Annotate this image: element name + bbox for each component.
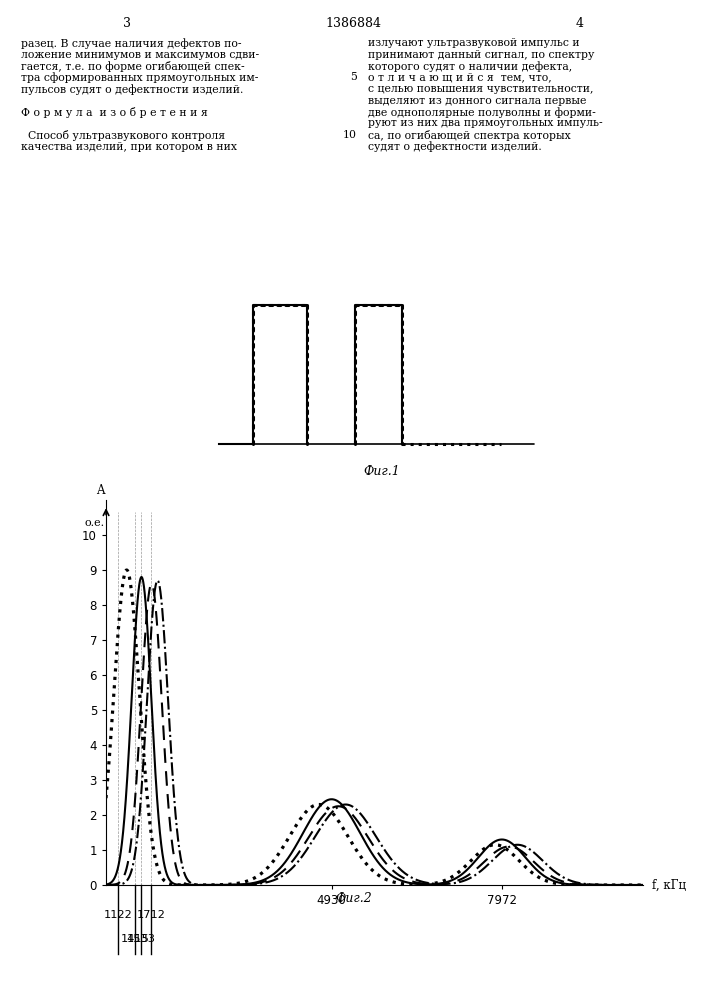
Text: 10: 10 [343,130,357,140]
Text: 1122: 1122 [104,910,133,920]
Text: разец. В случае наличия дефектов по-: разец. В случае наличия дефектов по- [21,38,242,49]
Text: 1712: 1712 [137,910,166,920]
Text: гается, т.е. по форме огибающей спек-: гается, т.е. по форме огибающей спек- [21,61,245,72]
Text: 3: 3 [123,17,132,30]
Text: са, по огибающей спектра которых: са, по огибающей спектра которых [368,130,571,141]
Text: принимают данный сигнал, по спектру: принимают данный сигнал, по спектру [368,49,594,60]
Text: 4: 4 [575,17,584,30]
Text: Фиг.2: Фиг.2 [335,892,372,905]
Text: тра сформированных прямоугольных им-: тра сформированных прямоугольных им- [21,73,259,83]
Text: пульсов судят о дефектности изделий.: пульсов судят о дефектности изделий. [21,84,244,95]
Text: Фиг.1: Фиг.1 [363,465,400,478]
Text: Способ ультразвукового контроля: Способ ультразвукового контроля [21,130,226,141]
Text: Ф о р м у л а  и з о б р е т е н и я: Ф о р м у л а и з о б р е т е н и я [21,107,208,118]
Text: 5: 5 [350,73,357,83]
Text: о.е.: о.е. [84,518,105,528]
Text: руют из них два прямоугольных импуль-: руют из них два прямоугольных импуль- [368,118,602,128]
Text: судят о дефектности изделий.: судят о дефектности изделий. [368,142,542,152]
Text: две однополярные полуволны и форми-: две однополярные полуволны и форми- [368,107,595,118]
Text: 1386884: 1386884 [325,17,382,30]
Text: качества изделий, при котором в них: качества изделий, при котором в них [21,142,238,152]
Text: которого судят о наличии дефекта,: которого судят о наличии дефекта, [368,61,572,72]
Text: ложение минимумов и максимумов сдви-: ложение минимумов и максимумов сдви- [21,49,259,60]
Text: с целью повышения чувствительности,: с целью повышения чувствительности, [368,84,593,94]
Text: f, кГц: f, кГц [652,879,686,892]
Text: A: A [96,484,105,496]
Text: излучают ультразвуковой импульс и: излучают ультразвуковой импульс и [368,38,579,48]
Text: 1415: 1415 [120,934,149,944]
Text: о т л и ч а ю щ и й с я  тем, что,: о т л и ч а ю щ и й с я тем, что, [368,73,551,83]
Text: выделяют из донного сигнала первые: выделяют из донного сигнала первые [368,96,586,105]
Text: 1533: 1533 [127,934,156,944]
